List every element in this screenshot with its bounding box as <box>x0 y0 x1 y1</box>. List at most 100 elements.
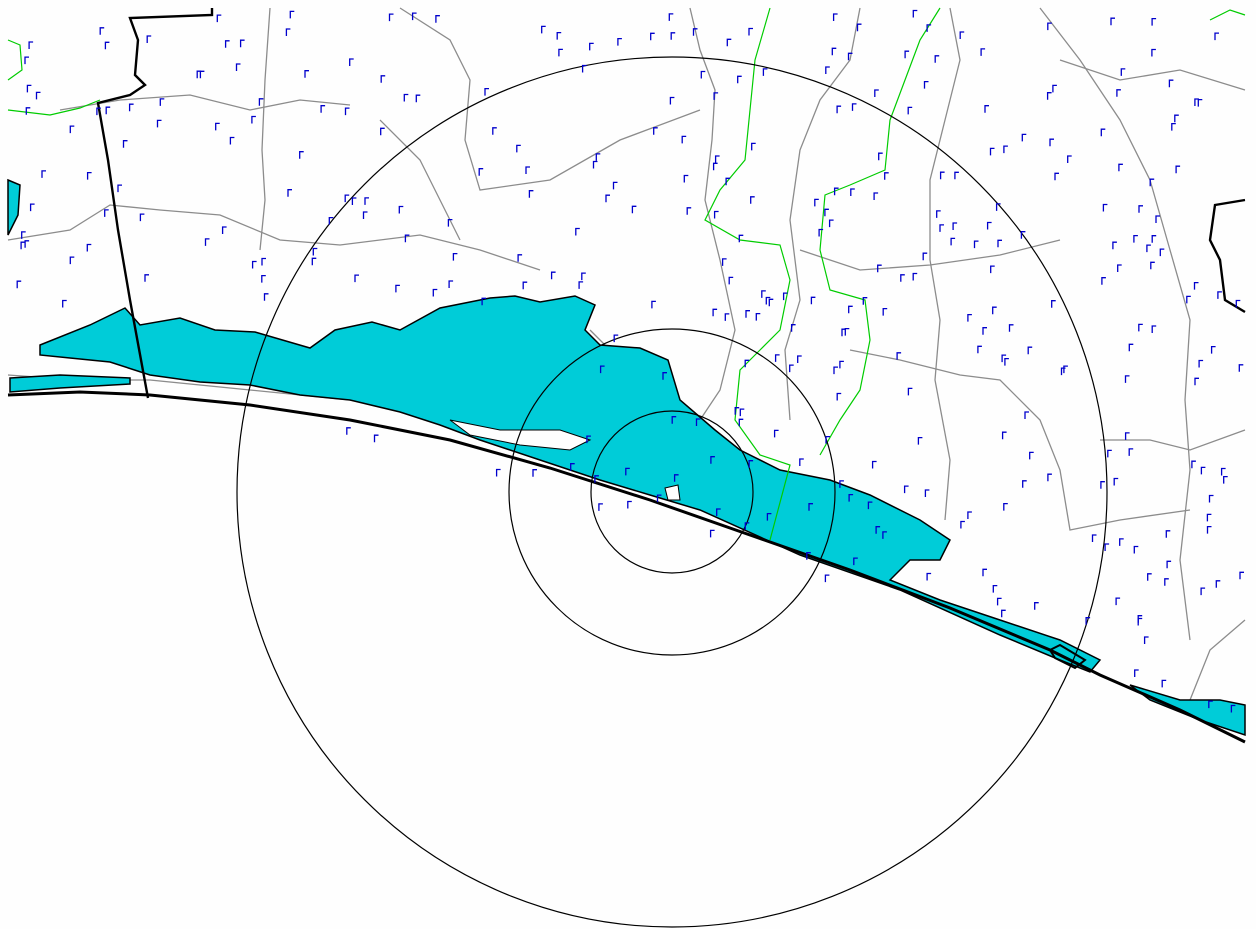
station-marker <box>904 50 910 59</box>
station-marker <box>832 13 838 21</box>
station-marker <box>939 224 944 232</box>
station-marker <box>1091 534 1097 542</box>
station-marker <box>923 80 929 89</box>
station-marker <box>1021 133 1027 142</box>
station-marker <box>671 416 677 424</box>
station-marker <box>1194 98 1199 106</box>
station-marker <box>871 460 877 469</box>
station-marker <box>1047 473 1052 482</box>
station-marker <box>224 40 230 48</box>
station-marker <box>714 155 720 163</box>
station-marker <box>848 305 853 314</box>
station-marker <box>651 300 656 309</box>
station-marker <box>1151 48 1156 57</box>
station-marker <box>824 574 830 583</box>
station-marker <box>789 364 794 373</box>
station-marker <box>762 68 768 76</box>
station-marker <box>484 87 489 96</box>
station-marker <box>1104 543 1110 551</box>
station-marker <box>346 427 351 435</box>
station-marker <box>1147 573 1152 581</box>
station-marker <box>35 91 41 100</box>
station-marker <box>713 210 719 219</box>
station-marker <box>1003 502 1008 511</box>
station-marker <box>728 276 734 285</box>
station-marker <box>950 237 956 246</box>
station-marker <box>351 197 357 205</box>
station-marker <box>311 257 317 266</box>
station-marker <box>984 105 989 113</box>
station-marker <box>1022 480 1027 488</box>
station-marker <box>907 387 913 396</box>
station-marker <box>692 28 698 36</box>
station-marker <box>99 27 105 35</box>
station-marker <box>926 572 932 581</box>
station-marker <box>882 531 887 539</box>
station-marker <box>1117 264 1122 272</box>
station-marker <box>739 408 745 417</box>
station-marker <box>814 198 819 207</box>
station-marker <box>344 107 350 116</box>
station-marker <box>1230 704 1236 713</box>
station-marker <box>388 13 394 22</box>
station-marker <box>1149 178 1155 187</box>
station-marker <box>761 290 766 298</box>
station-marker <box>139 213 145 222</box>
station-marker <box>1128 448 1134 456</box>
station-marker <box>1208 700 1213 709</box>
station-marker <box>924 489 930 497</box>
station-marker <box>492 127 497 135</box>
station-marker <box>700 70 706 79</box>
station-marker <box>28 41 34 49</box>
station-marker <box>726 38 732 47</box>
station-marker <box>304 70 309 78</box>
station-marker <box>415 94 421 103</box>
station-marker <box>982 327 987 335</box>
islands <box>449 419 681 501</box>
station-marker <box>62 299 67 308</box>
station-marker <box>586 435 591 444</box>
station-marker <box>581 64 587 73</box>
station-marker <box>1008 324 1014 332</box>
station-marker <box>328 216 334 225</box>
station-marker <box>748 27 753 36</box>
station-marker <box>1004 357 1009 366</box>
inlet <box>9 374 131 393</box>
boundary <box>7 99 101 116</box>
road <box>849 349 1191 531</box>
station-marker <box>738 418 744 427</box>
station-marker <box>398 205 404 214</box>
station-marker <box>765 296 771 305</box>
station-marker <box>261 274 266 283</box>
station-marker <box>1115 597 1121 606</box>
station-marker <box>673 474 679 482</box>
station-marker <box>373 434 379 443</box>
station-marker <box>1067 155 1072 163</box>
station-marker <box>653 127 658 135</box>
station-marker <box>1020 231 1026 239</box>
station-marker <box>873 192 879 200</box>
station-marker <box>299 151 304 159</box>
station-marker <box>751 142 756 151</box>
station-marker <box>395 284 400 293</box>
station-marker <box>790 324 796 332</box>
station-marker <box>734 407 740 415</box>
station-marker <box>670 32 676 40</box>
station-marker <box>1003 145 1008 154</box>
station-marker <box>380 127 385 136</box>
range-rings <box>236 56 1108 928</box>
station-marker <box>686 207 692 215</box>
station-marker <box>681 135 687 144</box>
range-ring <box>236 56 1108 928</box>
station-marker <box>221 226 227 234</box>
station-marker <box>258 98 264 106</box>
station-marker <box>287 189 292 197</box>
station-marker <box>1143 636 1149 644</box>
road <box>799 239 1061 271</box>
station-marker <box>16 280 22 289</box>
station-marker <box>721 258 727 266</box>
station-marker <box>650 32 655 41</box>
station-marker <box>850 188 855 196</box>
station-marker <box>1051 300 1056 308</box>
